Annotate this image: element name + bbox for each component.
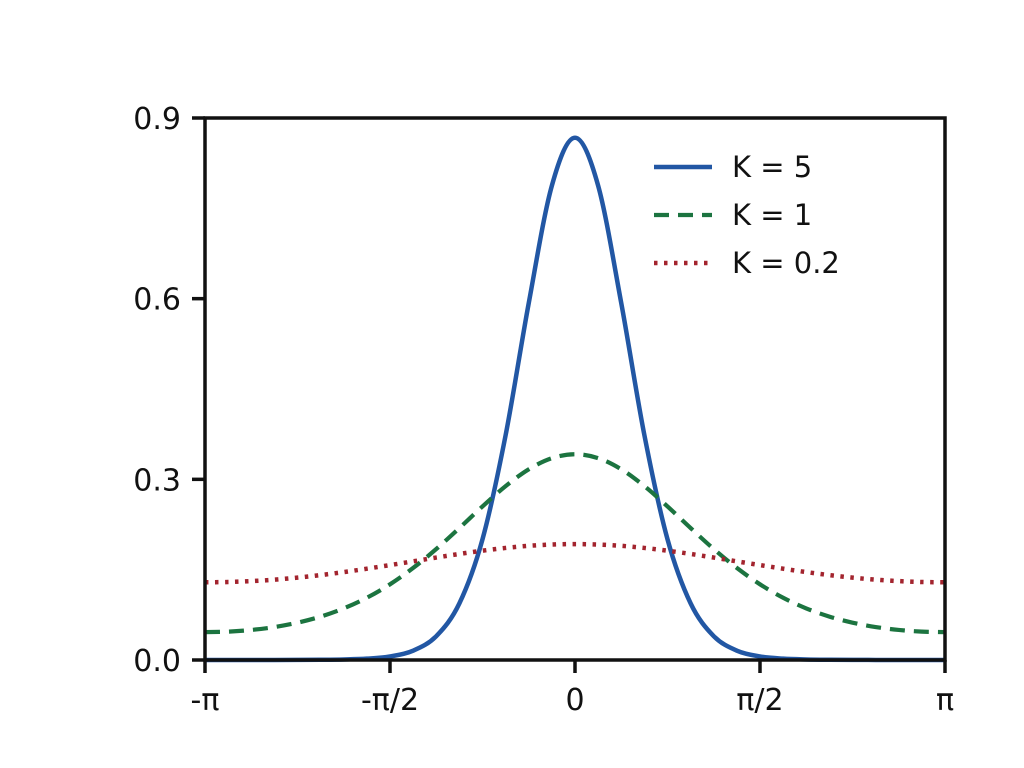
legend-line-sample (654, 260, 712, 265)
x-tick-label: π/2 (736, 683, 783, 718)
x-tick-label: 0 (565, 683, 584, 718)
y-tick-label: 0.6 (133, 283, 181, 318)
y-tick-label: 0.9 (133, 102, 181, 137)
y-tick-label: 0.3 (133, 463, 181, 498)
series-line-2 (204, 541, 946, 585)
legend-label: K = 5 (732, 149, 813, 184)
x-tick-label: -π (191, 683, 220, 718)
legend-line-sample (654, 212, 712, 217)
legend-line-sample (654, 164, 712, 169)
x-tick-label: -π/2 (361, 683, 419, 718)
series-line-1 (204, 452, 946, 635)
legend-label: K = 0.2 (732, 245, 840, 280)
legend: K = 5 K = 1 K = 0.2 (652, 149, 840, 280)
y-tick-label: 0.0 (133, 644, 181, 679)
legend-item-0: K = 5 (652, 149, 840, 184)
legend-item-1: K = 1 (652, 197, 840, 232)
legend-label: K = 1 (732, 197, 813, 232)
x-tick-label: π (936, 683, 954, 718)
legend-item-2: K = 0.2 (652, 245, 840, 280)
